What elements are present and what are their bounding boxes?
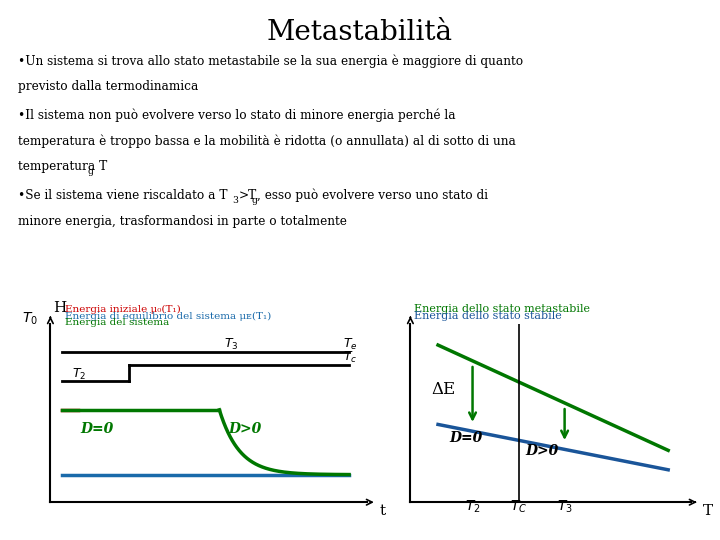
Text: •Il sistema non può evolvere verso lo stato di minore energia perché la: •Il sistema non può evolvere verso lo st…: [18, 109, 456, 122]
Text: D>0: D>0: [228, 422, 261, 436]
Text: g: g: [87, 167, 93, 176]
Text: t: t: [380, 504, 386, 518]
Text: Energia iniziale μ₀(T₁): Energia iniziale μ₀(T₁): [65, 305, 181, 314]
Text: •Se il sistema viene riscaldato a T: •Se il sistema viene riscaldato a T: [18, 189, 228, 202]
Text: $T_2$: $T_2$: [464, 498, 480, 515]
Text: $T_c$: $T_c$: [343, 350, 357, 366]
Text: , esso può evolvere verso uno stato di: , esso può evolvere verso uno stato di: [257, 189, 488, 202]
Text: $T_3$: $T_3$: [557, 498, 572, 515]
Text: temperatura T: temperatura T: [18, 160, 107, 173]
Text: ΔE: ΔE: [431, 381, 455, 397]
Text: T: T: [703, 504, 713, 518]
Text: Energia dello stato stabile: Energia dello stato stabile: [414, 310, 562, 321]
Text: H: H: [53, 301, 67, 314]
Text: D=0: D=0: [449, 431, 483, 446]
Text: D=0: D=0: [81, 422, 114, 436]
Text: $T_0$: $T_0$: [22, 310, 38, 327]
Text: $T_2$: $T_2$: [71, 367, 86, 382]
Text: Energia di equilibrio del sistema μᴇ(T₁): Energia di equilibrio del sistema μᴇ(T₁): [65, 312, 271, 321]
Text: $T_3$: $T_3$: [224, 338, 238, 353]
Text: temperatura è troppo bassa e la mobilità è ridotta (o annullata) al di sotto di : temperatura è troppo bassa e la mobilità…: [18, 134, 516, 148]
Text: D>0: D>0: [526, 444, 559, 458]
Text: Energia dello stato metastabile: Energia dello stato metastabile: [414, 304, 590, 314]
Text: •Un sistema si trova allo stato metastabile se la sua energia è maggiore di quan: •Un sistema si trova allo stato metastab…: [18, 54, 523, 68]
Text: previsto dalla termodinamica: previsto dalla termodinamica: [18, 80, 199, 93]
Text: $T_C$: $T_C$: [510, 498, 527, 515]
Text: $T_e$: $T_e$: [343, 338, 358, 353]
Text: >T: >T: [238, 189, 256, 202]
Text: Energia del sistema: Energia del sistema: [65, 318, 169, 327]
Text: 3: 3: [233, 196, 238, 205]
Text: Metastabilità: Metastabilità: [267, 19, 453, 46]
Text: minore energia, trasformandosi in parte o totalmente: minore energia, trasformandosi in parte …: [18, 215, 347, 228]
Text: g: g: [251, 196, 257, 205]
